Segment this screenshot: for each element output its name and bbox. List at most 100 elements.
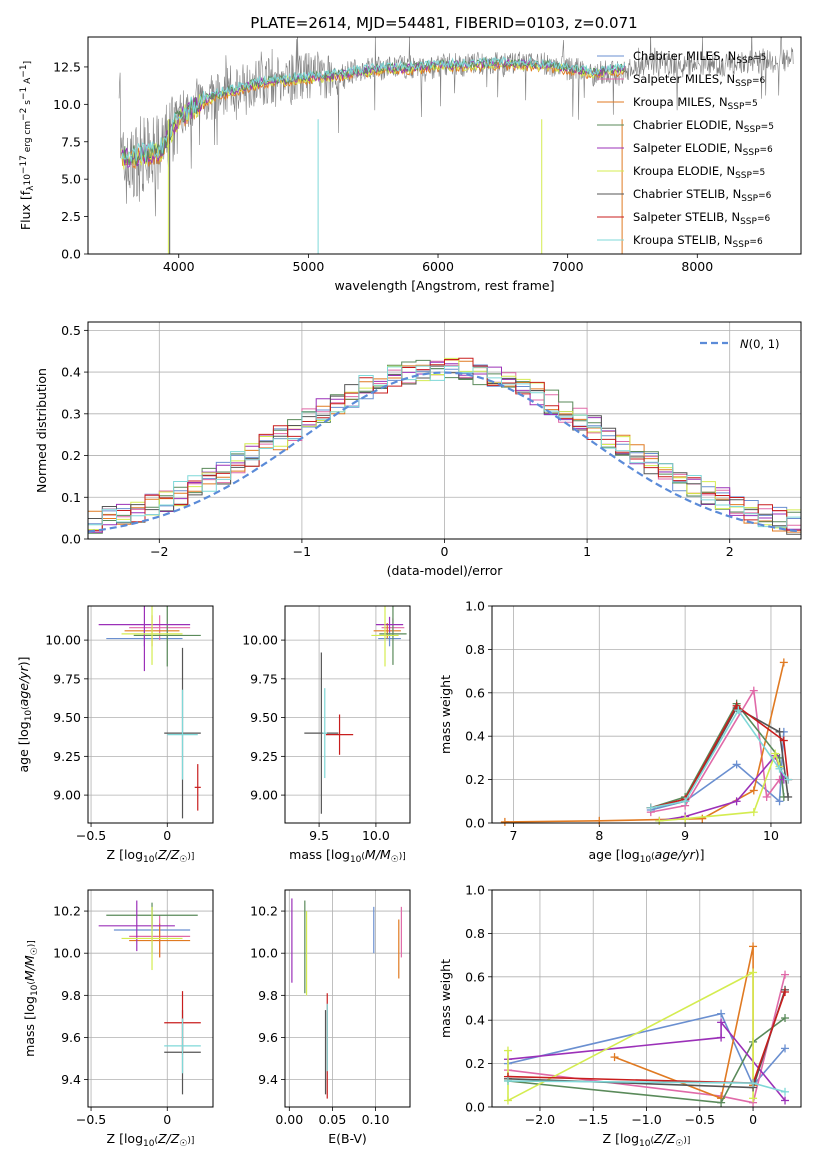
plus-marker [784, 775, 793, 784]
legend-label: Chabrier STELIB, NSSP=6 [633, 187, 772, 204]
y-tick-label: 2.5 [61, 209, 81, 224]
x-tick-label: 10 [763, 828, 779, 843]
y-tick-label: 9.6 [258, 1030, 278, 1045]
y-tick-label: 10.2 [250, 904, 278, 919]
y-tick-label: 0.4 [61, 365, 81, 380]
weight-line [507, 1017, 786, 1104]
weight-line [650, 706, 789, 809]
y-tick-label: 9.8 [258, 988, 278, 1003]
x-axis-label: E(B-V) [328, 1131, 367, 1146]
histograms [88, 357, 801, 535]
x-tick-label: 0.00 [275, 1112, 303, 1127]
y-tick-label: 10.0 [53, 97, 81, 112]
y-tick-label: 10.00 [242, 633, 278, 648]
x-tick-label: 2 [726, 544, 734, 559]
y-tick-label: 0.0 [61, 532, 81, 547]
plus-marker [781, 987, 790, 996]
y-tick-label: 7.5 [61, 134, 81, 149]
x-tick-label: 7 [509, 828, 517, 843]
spectrum-lines [118, 37, 794, 254]
y-tick-label: 9.25 [250, 749, 278, 764]
age-vs-Z-panel: −0.5 0 9.00 9.25 9.50 9.75 10.00 Z [log10(Z/Z☉)… [16, 605, 214, 865]
plus-marker [781, 1014, 790, 1023]
errorbar-point [121, 606, 183, 665]
error-bars [98, 606, 201, 819]
y-tick-label: 0.8 [465, 642, 485, 657]
errorbar-point [164, 1018, 201, 1074]
x-axis-label: Z [log10(Z/Z☉)] [107, 847, 195, 865]
plus-marker [698, 814, 707, 823]
plus-marker [781, 970, 790, 979]
residuals-panel: −2 −1 0 1 2 0.0 0.1 0.2 0.3 0.4 0.5 (data-model)/er… [34, 321, 802, 578]
x-axis-label: (data-model)/error [387, 563, 504, 578]
x-axis-label: wavelength [Angstrom, rest frame] [334, 278, 554, 293]
y-tick-label: 5.0 [61, 172, 81, 187]
age-vs-mass-panel: 9.5 10.0 9.00 9.25 9.50 9.75 10.00 mass [log10(… [242, 605, 411, 865]
plus-marker [775, 797, 784, 806]
plus-marker [749, 1079, 758, 1088]
error-bars [98, 900, 201, 1095]
legend-label: N(0, 1) [740, 337, 780, 351]
x-tick-label: 0.05 [318, 1112, 346, 1127]
y-tick-label: 9.75 [53, 671, 81, 686]
y-tick-label: 9.50 [250, 710, 278, 725]
plus-marker [717, 1098, 726, 1107]
legend-label: Kroupa ELODIE, NSSP=5 [633, 164, 765, 181]
legend-label: Chabrier MILES, NSSP=5 [633, 49, 766, 66]
observed-spectrum [118, 37, 794, 217]
errorbar-point [167, 689, 198, 780]
gaussian-curve [88, 371, 799, 533]
y-tick-label: 0.2 [61, 448, 81, 463]
errorbar-point [322, 688, 328, 779]
x-tick-label: −1.0 [631, 1112, 661, 1127]
plus-marker [655, 816, 664, 825]
weight-line [659, 751, 781, 822]
legend-label: Salpeter ELODIE, NSSP=6 [633, 141, 773, 158]
x-axis-label: mass [log10(M/M☉)] [289, 847, 406, 865]
axes-frame [491, 605, 802, 824]
axes-frame [284, 605, 411, 824]
plus-marker [503, 1046, 512, 1055]
x-tick-label: −0.5 [76, 1112, 106, 1127]
x-tick-label: 8 [595, 828, 603, 843]
y-axis-label: mass weight [438, 675, 453, 754]
weight-line [507, 1012, 786, 1087]
y-tick-label: 0.2 [465, 1056, 485, 1071]
plus-marker [732, 760, 741, 769]
plus-marker [749, 786, 758, 795]
x-tick-label: 9.5 [309, 828, 329, 843]
y-axis-label: Flux [fλ10−17 erg cm−2 s−1 A−1] [18, 61, 36, 230]
x-tick-label: 0 [163, 828, 171, 843]
y-tick-label: 0.6 [465, 685, 485, 700]
y-tick-label: 10.00 [45, 633, 81, 648]
errorbar-point [194, 764, 201, 811]
y-axis-label: mass [log10(M/M☉)] [22, 940, 40, 1057]
y-tick-label: 0.4 [465, 729, 485, 744]
errorbar-point [304, 652, 339, 814]
y-tick-label: 0.0 [465, 1100, 485, 1115]
plus-marker [749, 968, 758, 977]
mass-vs-Z-panel: −0.5 0 9.4 9.6 9.8 10.0 10.2 Z [log10(Z/Z☉)] mas… [22, 889, 214, 1149]
weight-line [504, 662, 785, 823]
errorbar-point [129, 615, 191, 641]
y-tick-label: 12.5 [53, 59, 81, 74]
plus-marker [775, 764, 784, 773]
y-tick-label: 10.0 [250, 946, 278, 961]
x-tick-label: 8000 [681, 259, 713, 274]
plus-marker [717, 1009, 726, 1018]
plus-marker [732, 797, 741, 806]
plus-marker [503, 1096, 512, 1105]
error-bars [291, 898, 402, 1099]
x-tick-label: −2.0 [525, 1112, 555, 1127]
residuals-legend: N(0, 1) [700, 337, 780, 351]
spectrum-legend: Chabrier MILES, NSSP=5 Salpeter MILES, NS… [597, 49, 774, 250]
plus-marker [775, 727, 784, 736]
y-tick-label: 9.00 [250, 788, 278, 803]
plus-marker [779, 658, 788, 667]
y-tick-label: 0.2 [465, 772, 485, 787]
x-tick-label: 9 [681, 828, 689, 843]
errorbar-point [379, 606, 407, 665]
y-tick-label: 0.3 [61, 406, 81, 421]
errorbar-point [98, 606, 191, 672]
